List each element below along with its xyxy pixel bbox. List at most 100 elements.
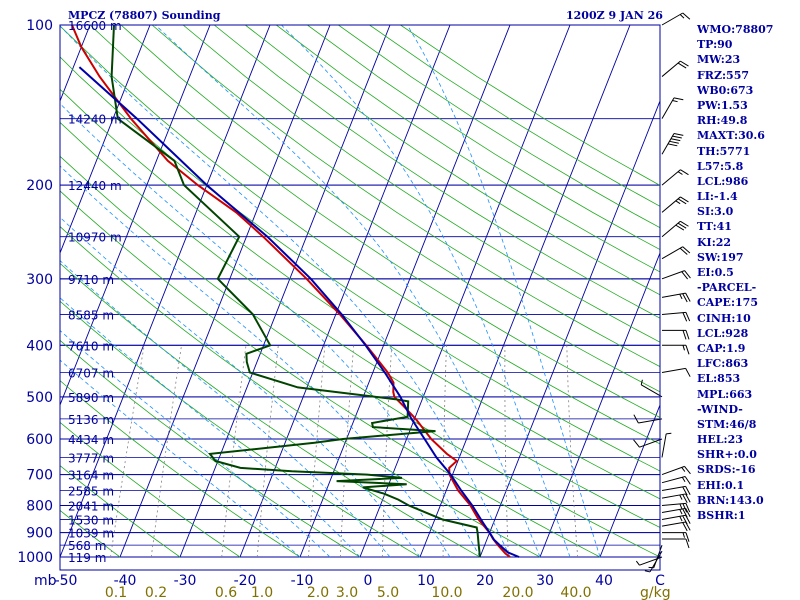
wind-barb-flag bbox=[675, 224, 685, 231]
series-temperature bbox=[71, 25, 511, 558]
mixing-ratio-tick-label: 40.0 bbox=[560, 585, 591, 600]
index-line: CAP:1.9 bbox=[697, 341, 746, 355]
wind-barb bbox=[661, 485, 691, 496]
wind-barb bbox=[661, 292, 691, 303]
wind-barb bbox=[661, 476, 691, 485]
index-line: MW:23 bbox=[697, 53, 741, 67]
wind-barb bbox=[662, 344, 690, 355]
dry-adiabat bbox=[151, 25, 660, 368]
wind-barb bbox=[644, 550, 663, 573]
wind-barb-flag bbox=[682, 12, 691, 20]
mixing-ratio-line bbox=[566, 345, 579, 558]
isotherm-line bbox=[419, 25, 631, 558]
mixing-ratio-line bbox=[221, 345, 247, 558]
moist-adiabat bbox=[60, 216, 421, 558]
wind-barb-flag bbox=[680, 60, 689, 67]
wind-barb-half bbox=[682, 345, 685, 351]
wind-barb-flag bbox=[684, 466, 691, 475]
temperature-tick-label: 10 bbox=[417, 573, 435, 589]
index-line: TH:5771 bbox=[697, 144, 751, 158]
isotherm-line bbox=[60, 25, 271, 558]
height-label: 568 m bbox=[68, 539, 106, 553]
series-dewpoint bbox=[110, 25, 481, 558]
mixing-ratio-line bbox=[308, 345, 326, 558]
index-line: TT:41 bbox=[697, 220, 732, 234]
wind-barb bbox=[661, 432, 672, 458]
wind-barb-flag bbox=[682, 246, 691, 254]
wind-barb-staff bbox=[661, 507, 686, 514]
wind-barb-flag bbox=[685, 508, 691, 517]
wind-barb-staff bbox=[661, 493, 686, 499]
wind-barb-staff bbox=[661, 292, 686, 298]
wind-barb-staff bbox=[639, 438, 663, 448]
wind-barb-staff bbox=[661, 465, 685, 476]
dry-adiabat bbox=[60, 465, 181, 558]
dry-adiabat bbox=[89, 25, 660, 418]
mixing-ratio-tick-label: 1.0 bbox=[251, 585, 273, 600]
temperature-tick-label: 0 bbox=[364, 573, 373, 589]
height-label: 2585 m bbox=[68, 485, 114, 499]
temperature-tick-label: 40 bbox=[595, 573, 613, 589]
wind-barb-flag bbox=[682, 515, 688, 525]
dry-adiabat bbox=[60, 121, 660, 528]
wind-barb bbox=[661, 220, 689, 238]
index-line: BRN:143.0 bbox=[697, 493, 764, 507]
wind-barb-half bbox=[635, 560, 640, 566]
index-line: SW:197 bbox=[697, 250, 744, 264]
index-line: TP:90 bbox=[697, 38, 733, 52]
wind-barb-half bbox=[679, 503, 683, 509]
height-label: 2041 m bbox=[68, 499, 114, 513]
index-line: WMO:78807 bbox=[697, 23, 774, 36]
wind-barb-flag bbox=[670, 138, 681, 142]
dry-adiabat bbox=[60, 300, 421, 558]
wind-barb-half bbox=[679, 14, 685, 19]
wind-barb-flag bbox=[682, 494, 688, 504]
mixing-ratio-tick-label: 0.6 bbox=[215, 585, 237, 600]
pressure-tick-label: 800 bbox=[26, 498, 53, 514]
wind-barb bbox=[661, 311, 691, 322]
wind-barb-half bbox=[681, 467, 686, 472]
wind-barb bbox=[661, 97, 684, 119]
isotherm-line bbox=[539, 251, 660, 558]
moist-adiabat bbox=[60, 260, 391, 558]
index-line: KI:22 bbox=[697, 235, 732, 249]
wind-barb-staff bbox=[653, 544, 663, 568]
wind-barb-flag bbox=[684, 270, 691, 279]
wind-barb-staff bbox=[661, 521, 686, 527]
index-line: WB0:673 bbox=[697, 83, 754, 97]
index-line: SHR+:0.0 bbox=[697, 448, 757, 462]
temperature-tick-label: -40 bbox=[114, 573, 137, 589]
height-label: 119 m bbox=[68, 551, 106, 565]
wind-barb-flag bbox=[673, 97, 684, 101]
wind-barb bbox=[661, 465, 691, 476]
dry-adiabat bbox=[213, 25, 660, 319]
wind-barb-staff bbox=[661, 196, 681, 213]
isotherm-line bbox=[359, 25, 571, 558]
height-label: 12440 m bbox=[68, 179, 122, 193]
background-lines bbox=[60, 25, 660, 558]
index-line: EHI:0.1 bbox=[697, 478, 745, 492]
moist-adiabat bbox=[60, 297, 361, 558]
wind-barb bbox=[661, 493, 691, 504]
isotherm-line bbox=[299, 25, 511, 558]
dry-adiabat bbox=[60, 190, 601, 558]
index-line: -WIND- bbox=[697, 402, 743, 416]
pressure-tick-label: 700 bbox=[26, 468, 53, 484]
wind-barbs bbox=[633, 12, 691, 573]
wind-barb-staff bbox=[661, 367, 686, 374]
mixing-ratio-tick-label: 2.0 bbox=[307, 585, 329, 600]
wind-barb-half bbox=[672, 100, 678, 103]
wind-barb-staff bbox=[661, 169, 681, 186]
isotherm-line bbox=[179, 25, 391, 558]
wind-barb-flag bbox=[685, 486, 691, 495]
wind-barb-half bbox=[679, 494, 683, 500]
index-line: BSHR:1 bbox=[697, 509, 746, 522]
index-line: EL:853 bbox=[697, 372, 741, 386]
wind-barb-half bbox=[644, 570, 651, 573]
wind-barb-staff bbox=[661, 476, 686, 484]
wind-barb-staff bbox=[661, 502, 686, 506]
index-line: RH:49.8 bbox=[697, 114, 748, 128]
wind-barb-staff bbox=[639, 556, 663, 566]
